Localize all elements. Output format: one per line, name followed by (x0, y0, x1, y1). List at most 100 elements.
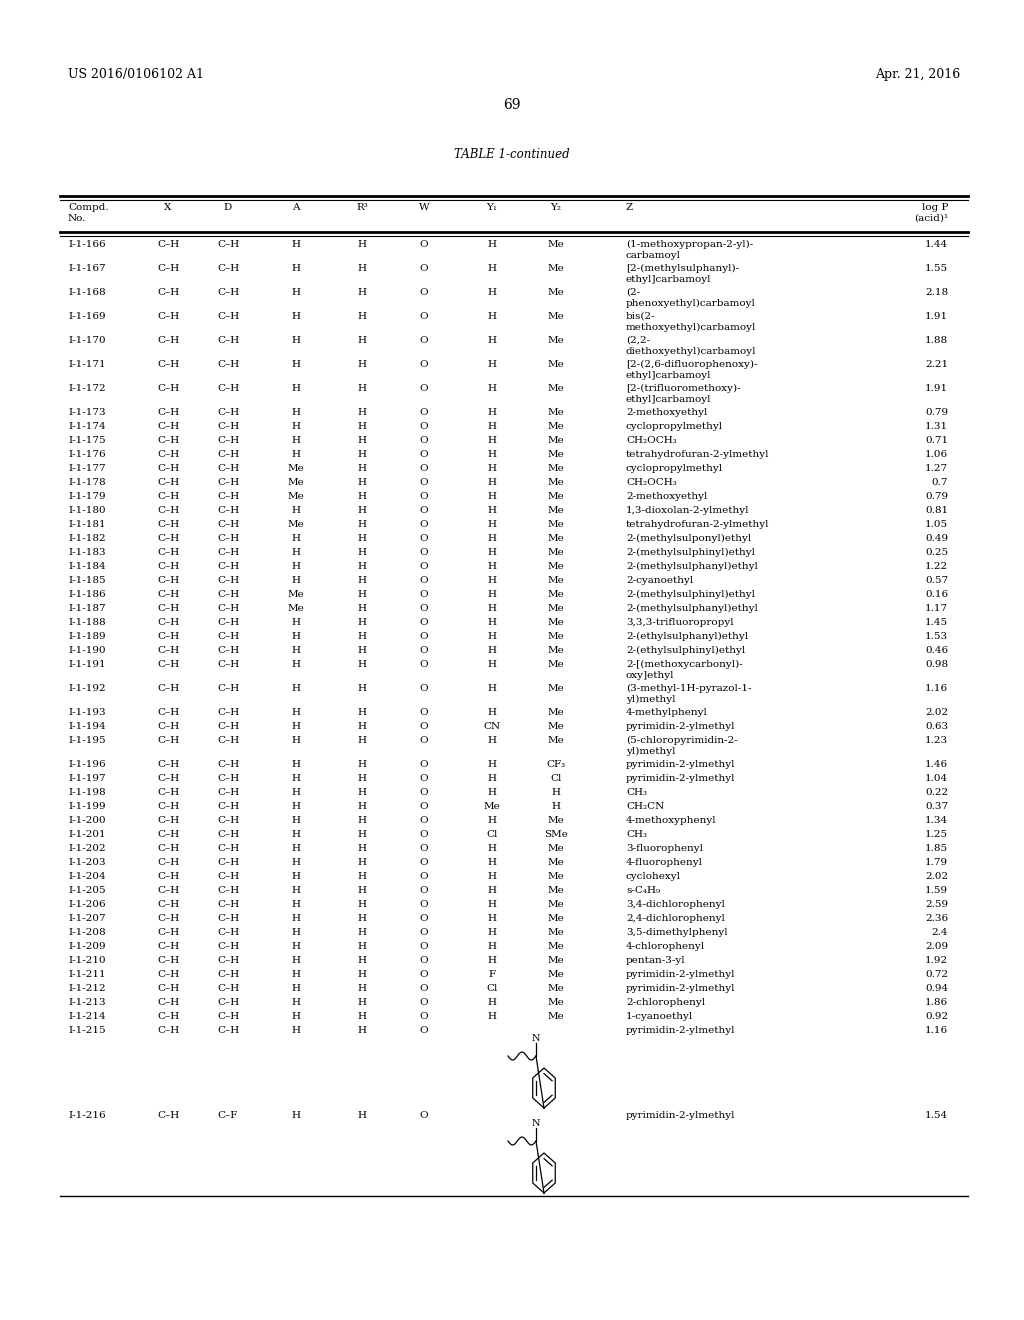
Text: Me: Me (548, 928, 564, 937)
Text: H: H (292, 830, 300, 840)
Text: H: H (357, 956, 367, 965)
Text: I-1-188: I-1-188 (68, 618, 105, 627)
Text: No.: No. (68, 214, 86, 223)
Text: H: H (487, 660, 497, 669)
Text: C–H: C–H (217, 384, 240, 393)
Text: C–H: C–H (217, 312, 240, 321)
Text: C–H: C–H (157, 928, 179, 937)
Text: H: H (487, 535, 497, 543)
Text: 1-cyanoethyl: 1-cyanoethyl (626, 1012, 693, 1020)
Text: 1,3-dioxolan-2-ylmethyl: 1,3-dioxolan-2-ylmethyl (626, 506, 750, 515)
Text: Me: Me (548, 576, 564, 585)
Text: 1.55: 1.55 (925, 264, 948, 273)
Text: C–H: C–H (157, 1026, 179, 1035)
Text: H: H (487, 520, 497, 529)
Text: I-1-201: I-1-201 (68, 830, 105, 840)
Text: I-1-174: I-1-174 (68, 422, 105, 432)
Text: C–H: C–H (217, 956, 240, 965)
Text: Me: Me (548, 684, 564, 693)
Text: Me: Me (548, 264, 564, 273)
Text: Apr. 21, 2016: Apr. 21, 2016 (874, 69, 961, 81)
Text: Me: Me (548, 956, 564, 965)
Text: Me: Me (548, 288, 564, 297)
Text: tetrahydrofuran-2-ylmethyl: tetrahydrofuran-2-ylmethyl (626, 520, 769, 529)
Text: Me: Me (548, 506, 564, 515)
Text: O: O (420, 660, 428, 669)
Text: H: H (292, 760, 300, 770)
Text: C–H: C–H (217, 830, 240, 840)
Text: H: H (487, 737, 497, 744)
Text: Me: Me (288, 492, 304, 502)
Text: H: H (357, 843, 367, 853)
Text: 2-methoxyethyl: 2-methoxyethyl (626, 492, 708, 502)
Text: Me: Me (548, 886, 564, 895)
Text: H: H (292, 942, 300, 950)
Text: I-1-187: I-1-187 (68, 605, 105, 612)
Text: Me: Me (548, 548, 564, 557)
Text: pyrimidin-2-ylmethyl: pyrimidin-2-ylmethyl (626, 970, 735, 979)
Text: H: H (292, 240, 300, 249)
Text: Me: Me (548, 737, 564, 744)
Text: H: H (357, 913, 367, 923)
Text: H: H (292, 774, 300, 783)
Text: 0.46: 0.46 (925, 645, 948, 655)
Text: H: H (487, 913, 497, 923)
Text: H: H (487, 408, 497, 417)
Text: H: H (357, 520, 367, 529)
Text: H: H (292, 956, 300, 965)
Text: C–H: C–H (217, 562, 240, 572)
Text: I-1-194: I-1-194 (68, 722, 105, 731)
Text: 1.45: 1.45 (925, 618, 948, 627)
Text: Me: Me (548, 384, 564, 393)
Text: CH₂OCH₃: CH₂OCH₃ (626, 478, 677, 487)
Text: C–H: C–H (157, 535, 179, 543)
Text: H: H (357, 873, 367, 880)
Text: C–H: C–H (157, 900, 179, 909)
Text: 2-(ethylsulphinyl)ethyl: 2-(ethylsulphinyl)ethyl (626, 645, 745, 655)
Text: H: H (487, 422, 497, 432)
Text: H: H (357, 970, 367, 979)
Text: Me: Me (548, 422, 564, 432)
Text: H: H (292, 684, 300, 693)
Text: 0.72: 0.72 (925, 970, 948, 979)
Text: 4-methylphenyl: 4-methylphenyl (626, 708, 708, 717)
Text: (1-methoxypropan-2-yl)-
carbamoyl: (1-methoxypropan-2-yl)- carbamoyl (626, 240, 754, 260)
Text: I-1-199: I-1-199 (68, 803, 105, 810)
Text: H: H (487, 436, 497, 445)
Text: 4-fluorophenyl: 4-fluorophenyl (626, 858, 703, 867)
Text: C–H: C–H (217, 576, 240, 585)
Text: C–H: C–H (217, 436, 240, 445)
Text: H: H (487, 312, 497, 321)
Text: O: O (420, 384, 428, 393)
Text: H: H (357, 618, 367, 627)
Text: O: O (420, 942, 428, 950)
Text: H: H (292, 535, 300, 543)
Text: pentan-3-yl: pentan-3-yl (626, 956, 686, 965)
Text: C–H: C–H (217, 264, 240, 273)
Text: H: H (357, 562, 367, 572)
Text: H: H (487, 886, 497, 895)
Text: I-1-184: I-1-184 (68, 562, 105, 572)
Text: C–H: C–H (217, 660, 240, 669)
Text: O: O (420, 760, 428, 770)
Text: C–H: C–H (157, 288, 179, 297)
Text: C–H: C–H (217, 492, 240, 502)
Text: H: H (487, 858, 497, 867)
Text: C–H: C–H (217, 618, 240, 627)
Text: 1.46: 1.46 (925, 760, 948, 770)
Text: 1.92: 1.92 (925, 956, 948, 965)
Text: H: H (357, 900, 367, 909)
Text: pyrimidin-2-ylmethyl: pyrimidin-2-ylmethyl (626, 1111, 735, 1119)
Text: C–H: C–H (157, 1111, 179, 1119)
Text: H: H (552, 788, 560, 797)
Text: O: O (420, 506, 428, 515)
Text: cyclohexyl: cyclohexyl (626, 873, 681, 880)
Text: 2.02: 2.02 (925, 708, 948, 717)
Text: Me: Me (548, 520, 564, 529)
Text: H: H (487, 360, 497, 370)
Text: H: H (357, 337, 367, 345)
Text: (acid)¹: (acid)¹ (913, 214, 948, 223)
Text: I-1-209: I-1-209 (68, 942, 105, 950)
Text: N: N (531, 1034, 541, 1043)
Text: O: O (420, 605, 428, 612)
